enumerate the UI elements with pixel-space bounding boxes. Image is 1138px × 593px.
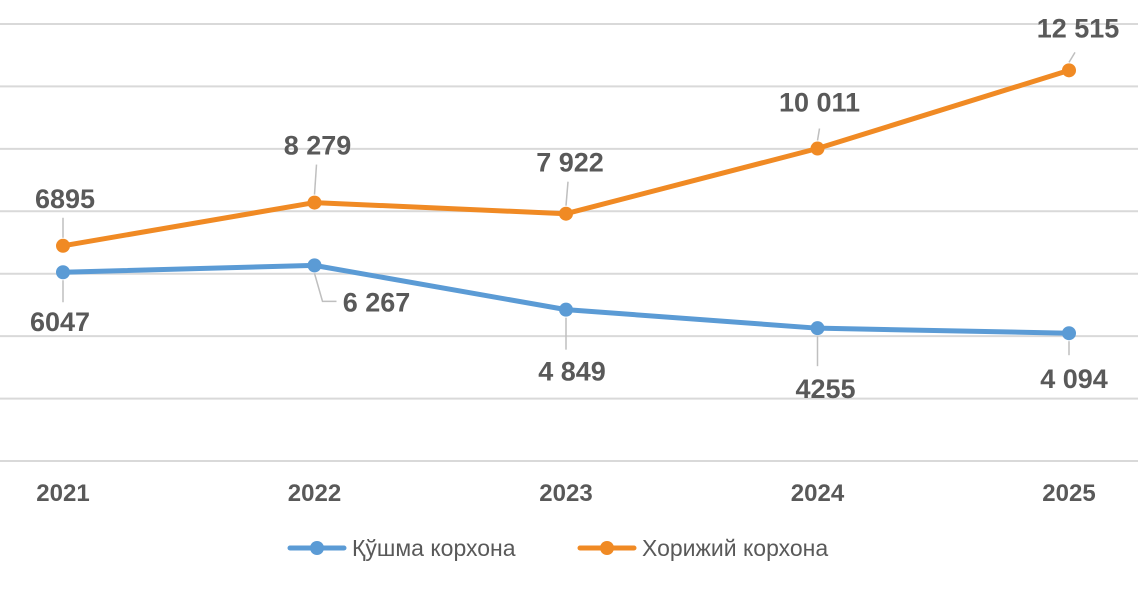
data-point: [559, 206, 573, 221]
x-axis-tick-labels: 2021 2022 2023 2024 2025: [36, 480, 1095, 507]
legend-swatch-marker: [310, 541, 324, 555]
label-leader-lines: [62, 51, 1076, 367]
leader-line: [816, 128, 821, 141]
data-point: [307, 258, 322, 273]
data-label: 10 011: [779, 88, 860, 118]
legend-label: Қўшма корхона: [352, 535, 516, 561]
data-label: 4 849: [538, 357, 606, 387]
x-tick-label: 2023: [539, 480, 592, 507]
data-point: [1062, 63, 1076, 78]
data-label: 6895: [35, 184, 95, 214]
legend-item: Қўшма корхона: [287, 535, 516, 561]
x-tick-label: 2021: [36, 480, 89, 507]
data-point: [559, 302, 573, 317]
x-tick-label: 2022: [288, 480, 341, 507]
data-label: 12 515: [1037, 13, 1120, 43]
data-label: 4 094: [1040, 364, 1108, 394]
data-label: 6 267: [343, 287, 411, 317]
legend-swatch-marker: [600, 541, 614, 555]
legend-item: Хорижий корхона: [577, 535, 828, 561]
data-labels: 6047 6 267 4 849 4255 4 094 6895 8 279 7 922 10 …: [30, 13, 1119, 404]
leader-line: [565, 181, 569, 206]
data-point: [307, 195, 322, 210]
data-label: 8 279: [284, 131, 352, 161]
leader-line: [313, 164, 318, 195]
leader-line: [313, 273, 337, 303]
legend: Қўшма корхона Хорижий корхона: [287, 535, 828, 561]
data-point: [56, 238, 70, 253]
data-points: [56, 63, 1076, 341]
data-point: [1062, 326, 1076, 341]
data-label: 6047: [30, 307, 90, 337]
data-point: [810, 321, 825, 336]
data-point: [56, 265, 70, 280]
data-label: 4255: [795, 374, 855, 404]
data-label: 7 922: [536, 148, 604, 178]
x-tick-label: 2024: [791, 480, 845, 507]
legend-label: Хорижий корхона: [642, 535, 828, 561]
x-tick-label: 2025: [1042, 480, 1095, 507]
gridlines: [0, 23, 1138, 462]
leader-line: [1068, 51, 1076, 63]
data-point: [810, 141, 825, 156]
